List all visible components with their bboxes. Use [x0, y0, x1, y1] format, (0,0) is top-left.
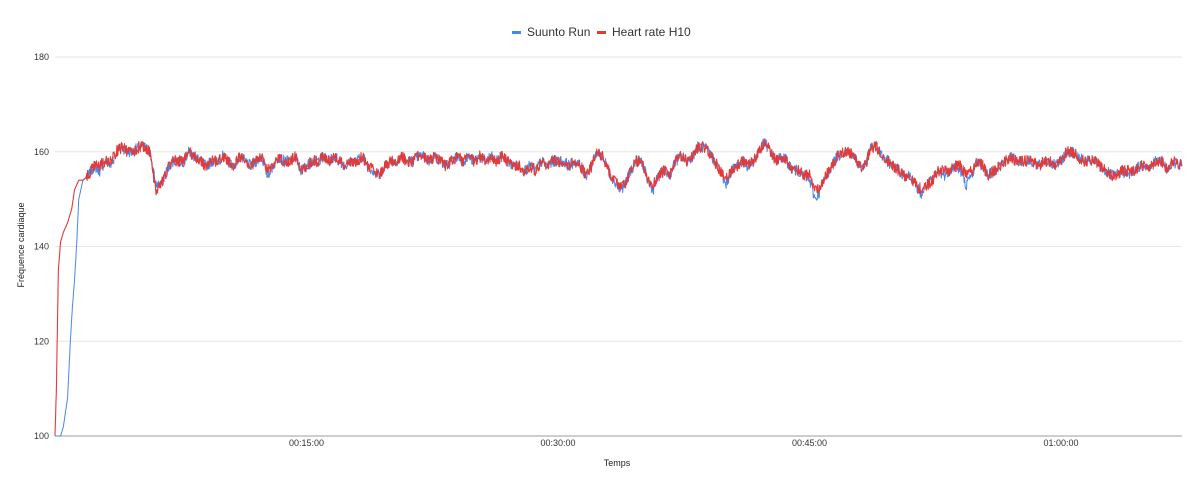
x-tick-label: 01:00:00 — [1043, 438, 1078, 448]
legend-item-heart-rate-h10[interactable]: Heart rate H10 — [597, 25, 691, 39]
y-tick-label: 100 — [34, 431, 49, 441]
legend-swatch-suunto-run — [512, 31, 521, 34]
y-tick-label: 180 — [34, 52, 49, 62]
x-axis-ticks: 00:15:00 00:30:00 00:45:00 01:00:00 — [289, 438, 1079, 448]
x-tick-label: 00:45:00 — [792, 438, 827, 448]
legend-swatch-heart-rate-h10 — [597, 31, 606, 34]
y-tick-label: 160 — [34, 147, 49, 157]
legend-label-heart-rate-h10: Heart rate H10 — [612, 25, 691, 39]
y-tick-label: 120 — [34, 336, 49, 346]
x-tick-label: 00:30:00 — [540, 438, 575, 448]
legend-item-suunto-run[interactable]: Suunto Run — [512, 25, 590, 39]
x-tick-label: 00:15:00 — [289, 438, 324, 448]
gridlines — [55, 56, 1182, 342]
x-axis-title: Temps — [604, 458, 631, 468]
y-tick-label: 140 — [34, 242, 49, 252]
legend: Suunto Run Heart rate H10 — [512, 25, 691, 39]
y-axis-ticks: 100 120 140 160 180 — [34, 52, 49, 441]
legend-label-suunto-run: Suunto Run — [527, 25, 590, 39]
y-axis-title: Fréquence cardiaque — [16, 202, 26, 287]
series-layer — [54, 138, 1183, 437]
series-line-heart-rate-h10 — [54, 138, 1183, 437]
